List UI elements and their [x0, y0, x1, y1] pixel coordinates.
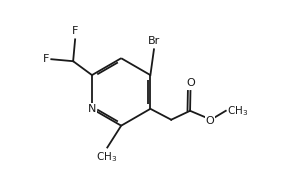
Text: O: O — [206, 116, 214, 126]
Text: Br: Br — [148, 36, 160, 46]
Text: O: O — [186, 78, 195, 88]
Text: CH$_3$: CH$_3$ — [96, 150, 117, 164]
Text: N: N — [88, 104, 96, 114]
Text: CH$_3$: CH$_3$ — [227, 104, 248, 118]
Text: F: F — [72, 26, 78, 36]
Text: F: F — [43, 54, 49, 64]
